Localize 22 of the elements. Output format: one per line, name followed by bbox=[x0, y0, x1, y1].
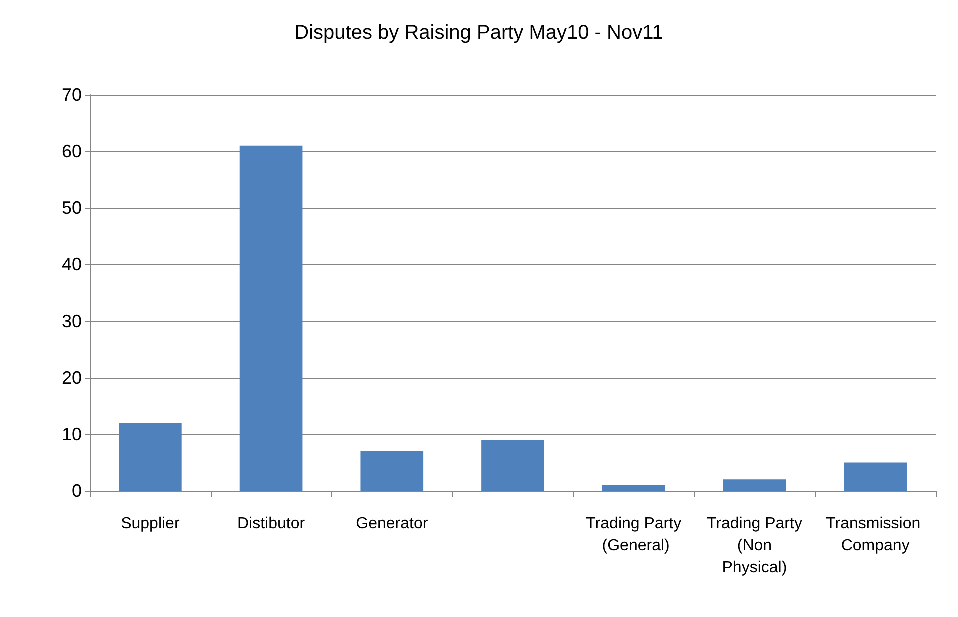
y-tick-label: 0 bbox=[72, 481, 82, 501]
y-tick-label: 60 bbox=[62, 142, 82, 162]
y-tick-label: 40 bbox=[62, 254, 82, 275]
x-tick-label: Supplier bbox=[121, 516, 180, 532]
x-tick-label: Generator bbox=[356, 516, 429, 532]
chart-title: Disputes by Raising Party May10 - Nov11 bbox=[294, 22, 664, 44]
bar bbox=[240, 146, 303, 491]
y-tick-label: 30 bbox=[62, 311, 82, 332]
bar bbox=[844, 462, 907, 491]
x-tick-label: Transmission Company bbox=[826, 516, 926, 554]
bar bbox=[360, 451, 424, 491]
y-tick-label: 10 bbox=[62, 424, 82, 444]
bar bbox=[723, 480, 786, 491]
x-tick-label: Distibutor bbox=[237, 516, 306, 532]
bar bbox=[119, 423, 182, 491]
x-tick-label: Trading Party (Non Physical) bbox=[706, 516, 802, 576]
x-tick-label: Trading Party (General) bbox=[586, 516, 682, 554]
y-tick-label: 70 bbox=[62, 85, 82, 105]
bar bbox=[482, 440, 544, 491]
bar bbox=[602, 485, 666, 491]
y-tick-label: 20 bbox=[62, 368, 82, 388]
y-tick-label: 50 bbox=[62, 198, 82, 218]
